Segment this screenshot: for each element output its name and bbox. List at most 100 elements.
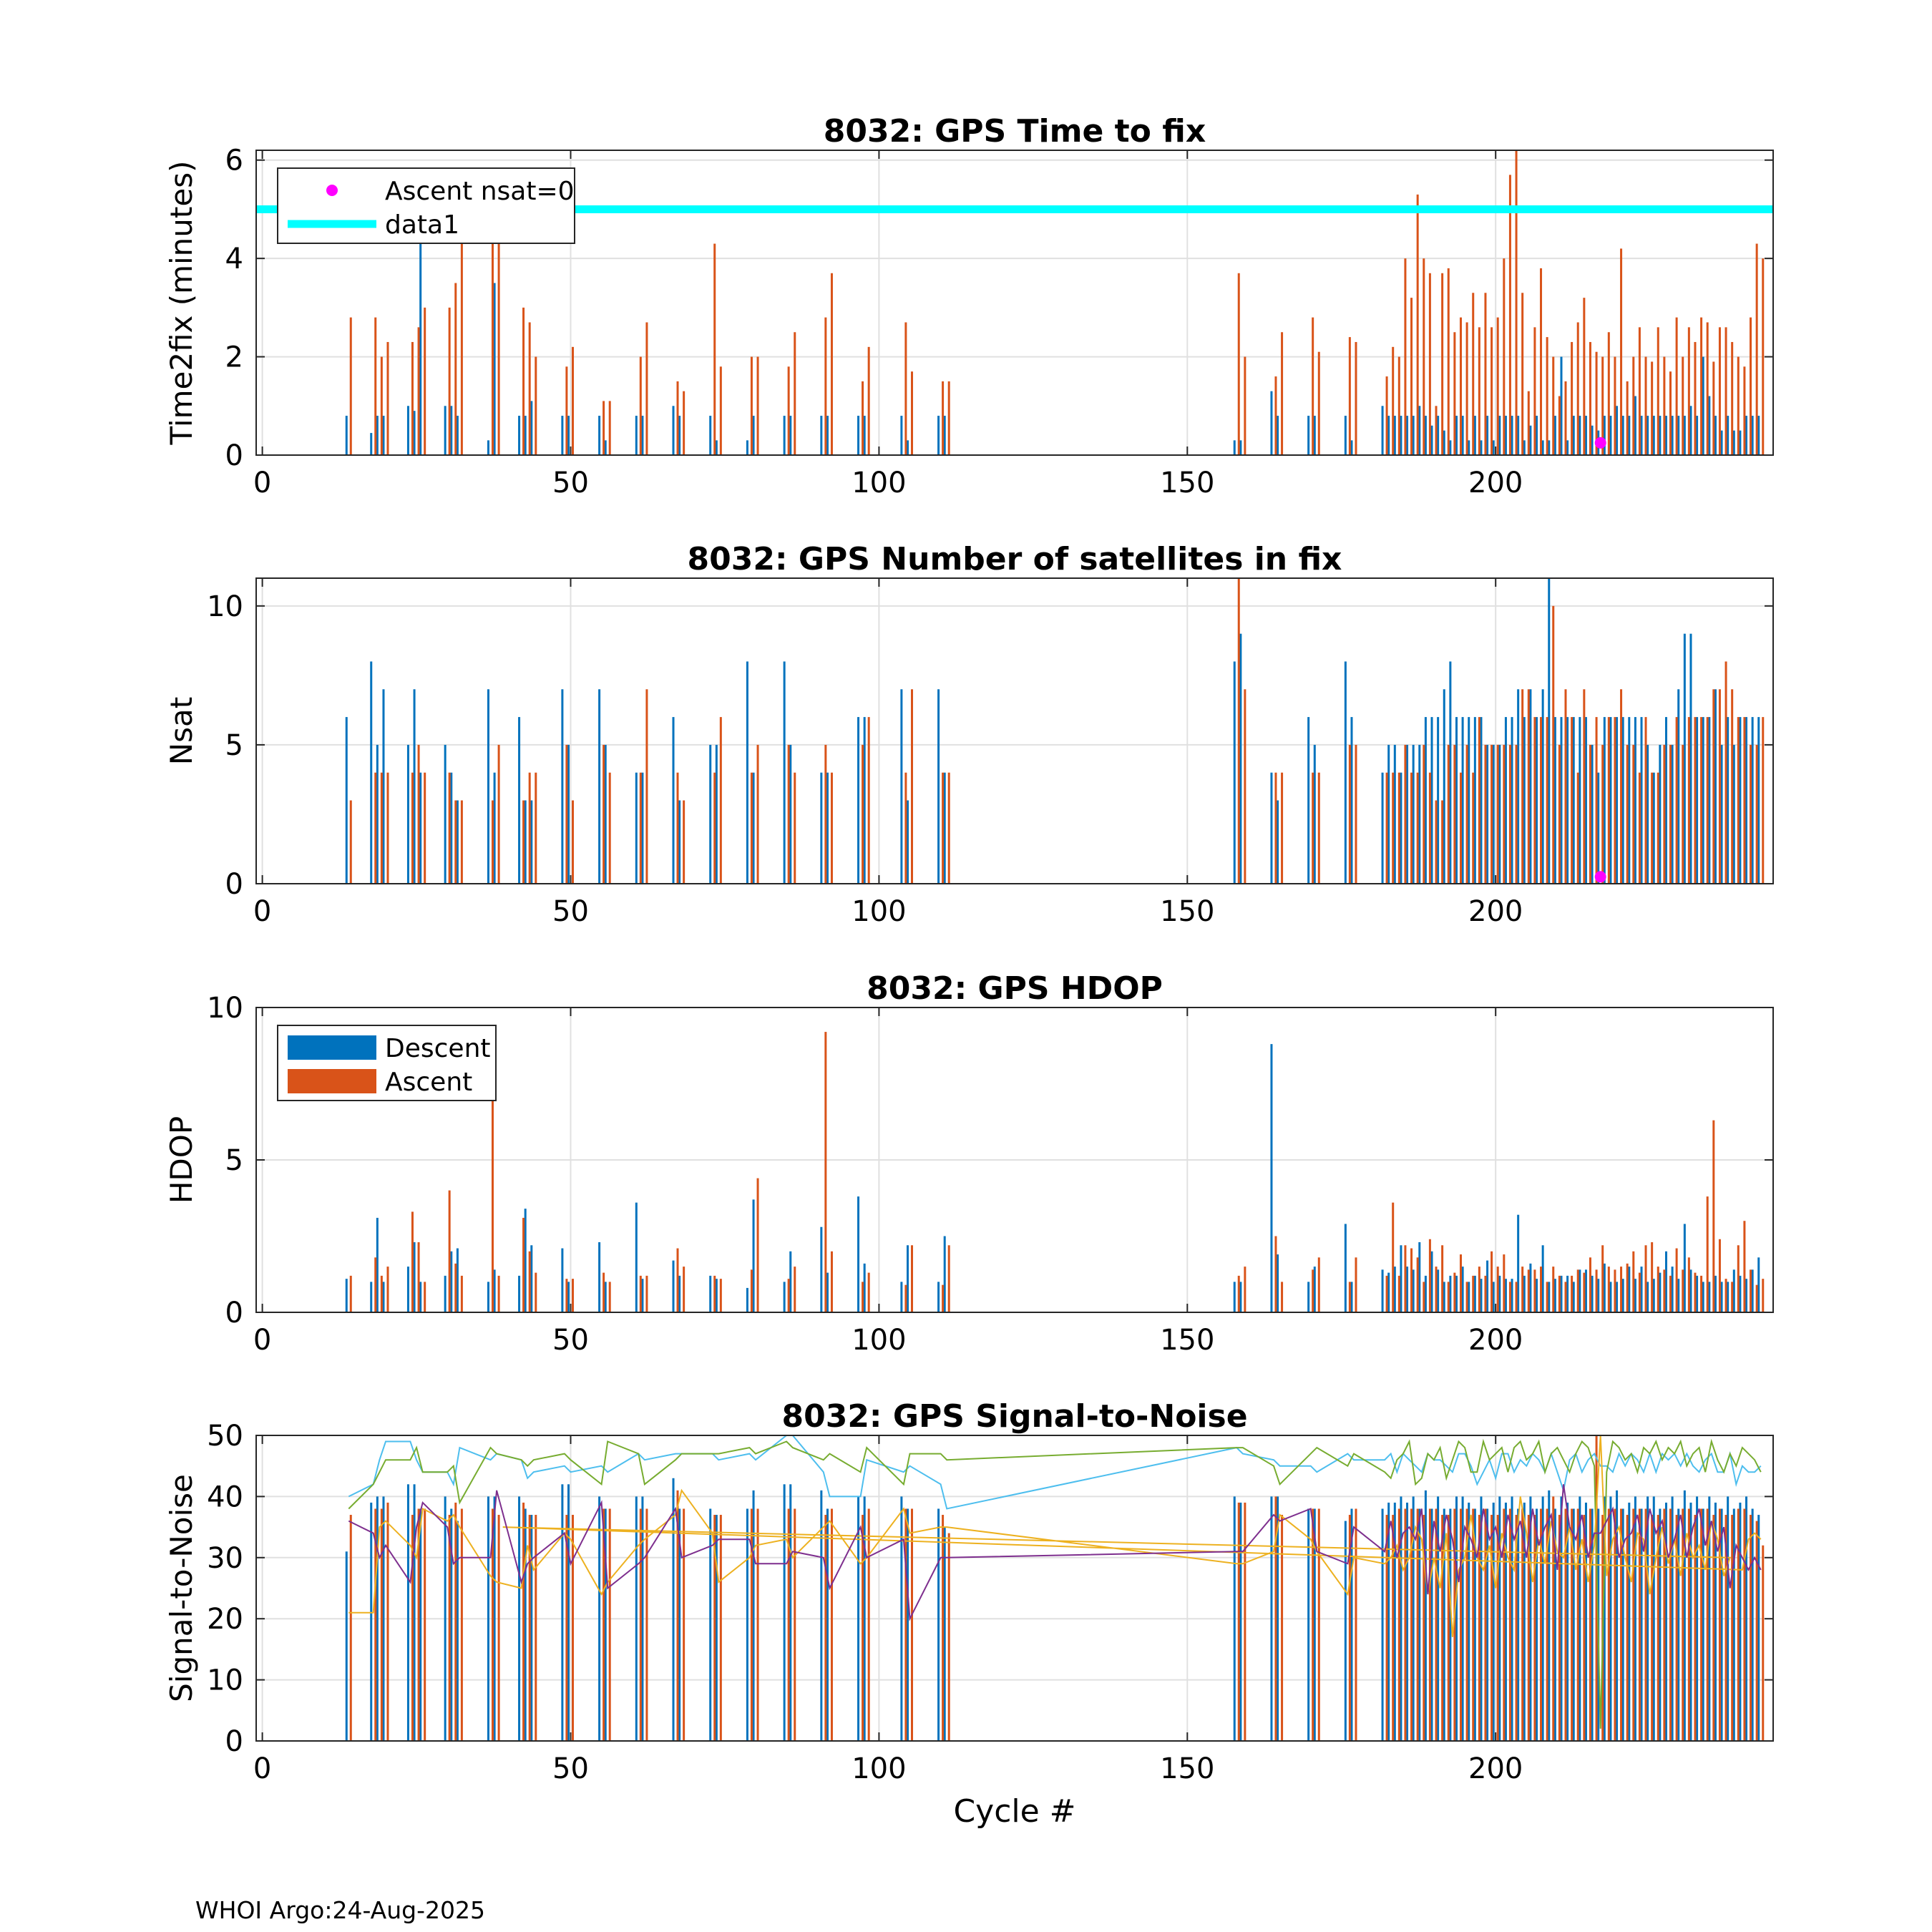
bar-descent-182 — [1381, 1508, 1384, 1741]
bar-descent-44 — [530, 401, 533, 455]
bar-ascent-223 — [1638, 327, 1641, 455]
bar-ascent-61 — [639, 772, 642, 884]
bar-descent-111 — [943, 772, 946, 884]
bar-ascent-189 — [1428, 1239, 1431, 1312]
bar-ascent-158 — [1237, 1502, 1240, 1741]
bar-descent-74 — [715, 1515, 718, 1741]
bar-descent-38 — [493, 1269, 496, 1312]
bar-descent-186 — [1406, 416, 1409, 455]
bar-descent-206 — [1529, 425, 1532, 455]
bar-ascent-206 — [1533, 717, 1536, 884]
bar-ascent-92 — [830, 273, 833, 455]
x-axis-label: Cycle # — [953, 1793, 1075, 1830]
bar-descent-242 — [1751, 416, 1754, 455]
bar-ascent-111 — [947, 381, 950, 455]
bar-descent-18 — [370, 1502, 373, 1741]
bar-descent-79 — [746, 661, 748, 884]
bar-descent-215 — [1584, 1502, 1587, 1741]
bar-ascent-243 — [1762, 1545, 1765, 1741]
bar-descent-200 — [1492, 1282, 1495, 1312]
bar-descent-182 — [1381, 406, 1384, 455]
bar-ascent-79 — [750, 356, 753, 455]
bar-ascent-226 — [1657, 1515, 1659, 1741]
bar-ascent-233 — [1700, 317, 1703, 455]
bar-ascent-215 — [1589, 744, 1591, 884]
bar-descent-20 — [382, 1496, 385, 1741]
bar-descent-208 — [1541, 1245, 1544, 1312]
bar-descent-217 — [1597, 772, 1600, 884]
bar-ascent-32 — [460, 1275, 463, 1312]
bar-ascent-227 — [1663, 356, 1666, 455]
bar-descent-67 — [672, 717, 675, 884]
bar-ascent-164 — [1274, 376, 1277, 455]
bar-ascent-14 — [349, 800, 352, 884]
bar-descent-164 — [1270, 1496, 1273, 1741]
bar-descent-200 — [1492, 744, 1495, 884]
bar-ascent-176 — [1348, 1515, 1351, 1741]
bar-ascent-55 — [602, 1508, 605, 1741]
bar-descent-196 — [1468, 1502, 1470, 1741]
bar-ascent-32 — [460, 800, 463, 884]
bar-descent-85 — [783, 661, 786, 884]
bar-descent-110 — [937, 1282, 940, 1312]
bar-ascent-235 — [1712, 1515, 1715, 1741]
panel-4 — [255, 1435, 1774, 1742]
bar-descent-195 — [1461, 717, 1464, 884]
bar-descent-184 — [1393, 1502, 1396, 1741]
bar-ascent-188 — [1423, 744, 1425, 884]
bar-descent-170 — [1307, 1282, 1310, 1312]
bar-descent-221 — [1621, 416, 1624, 455]
bar-ascent-231 — [1687, 1508, 1690, 1741]
bar-descent-42 — [518, 1496, 521, 1741]
y-tick-label: 0 — [225, 868, 243, 901]
bar-ascent-218 — [1607, 717, 1610, 884]
bar-ascent-223 — [1638, 1508, 1641, 1741]
bar-ascent-86 — [794, 772, 796, 884]
bar-ascent-44 — [535, 1272, 537, 1312]
bar-ascent-25 — [417, 1242, 420, 1312]
bar-ascent-92 — [830, 772, 833, 884]
bar-descent-79 — [746, 440, 748, 455]
bar-descent-86 — [789, 416, 792, 455]
bar-ascent-212 — [1571, 1275, 1574, 1312]
bar-descent-197 — [1473, 1275, 1476, 1312]
bar-descent-221 — [1621, 1508, 1624, 1741]
bar-descent-158 — [1233, 440, 1236, 455]
bar-ascent-241 — [1750, 744, 1752, 884]
bar-descent-235 — [1708, 1282, 1711, 1312]
bar-ascent-199 — [1491, 327, 1493, 455]
bar-ascent-221 — [1626, 381, 1629, 455]
bar-ascent-159 — [1244, 356, 1246, 455]
bar-ascent-80 — [756, 1178, 759, 1312]
bar-ascent-222 — [1632, 1251, 1635, 1312]
bar-descent-74 — [715, 744, 718, 884]
bar-descent-210 — [1553, 1279, 1556, 1312]
bar-ascent-61 — [639, 1275, 642, 1312]
bar-ascent-234 — [1706, 322, 1709, 455]
bar-descent-216 — [1591, 1275, 1594, 1312]
bar-descent-223 — [1634, 717, 1636, 884]
bar-ascent-170 — [1312, 317, 1314, 455]
bar-ascent-240 — [1743, 366, 1746, 455]
bar-ascent-110 — [942, 1284, 945, 1312]
bar-descent-50 — [567, 1484, 570, 1741]
bar-descent-232 — [1689, 1502, 1692, 1741]
bar-ascent-209 — [1552, 1267, 1555, 1312]
bar-descent-235 — [1708, 717, 1711, 884]
bar-ascent-62 — [645, 1508, 648, 1741]
bar-descent-239 — [1732, 430, 1735, 455]
bar-ascent-218 — [1607, 1267, 1610, 1312]
x-tick-label: 200 — [1468, 1324, 1523, 1357]
bar-descent-49 — [561, 1484, 564, 1741]
bar-ascent-165 — [1281, 332, 1284, 455]
bar-descent-105 — [906, 440, 909, 455]
bar-ascent-232 — [1694, 1515, 1697, 1741]
bar-descent-98 — [863, 1496, 866, 1741]
bar-descent-231 — [1683, 633, 1686, 884]
bar-descent-205 — [1523, 1502, 1526, 1741]
bar-ascent-193 — [1453, 1508, 1456, 1741]
bar-descent-227 — [1659, 416, 1662, 455]
bar-ascent-238 — [1731, 1282, 1734, 1312]
bar-descent-56 — [604, 440, 607, 455]
